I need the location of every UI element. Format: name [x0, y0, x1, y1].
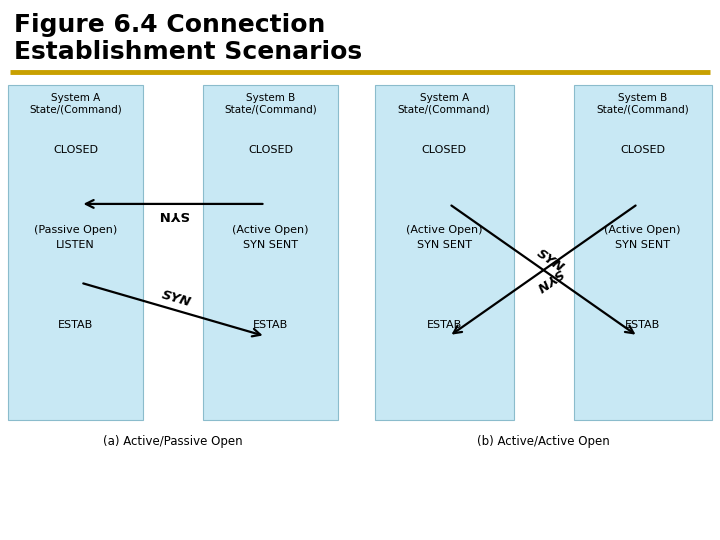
Text: State/(Command): State/(Command) — [224, 105, 317, 115]
Bar — [375, 85, 513, 420]
Text: (Active Open): (Active Open) — [605, 225, 681, 235]
Text: State/(Command): State/(Command) — [29, 105, 122, 115]
Text: (a) Active/Passive Open: (a) Active/Passive Open — [103, 435, 243, 448]
Text: SYN: SYN — [534, 265, 566, 293]
Text: System B: System B — [246, 93, 295, 103]
Bar — [8, 85, 143, 420]
Text: SYN SENT: SYN SENT — [243, 240, 298, 250]
Text: (Passive Open): (Passive Open) — [34, 225, 117, 235]
Text: Figure 6.4 Connection: Figure 6.4 Connection — [14, 13, 325, 37]
Text: State/(Command): State/(Command) — [596, 105, 689, 115]
Text: LISTEN: LISTEN — [56, 240, 95, 250]
Text: System B: System B — [618, 93, 667, 103]
Text: (Active Open): (Active Open) — [233, 225, 309, 235]
Text: SYN SENT: SYN SENT — [616, 240, 670, 250]
Text: SYN SENT: SYN SENT — [417, 240, 472, 250]
Bar — [574, 85, 712, 420]
Text: (Active Open): (Active Open) — [406, 225, 482, 235]
Text: ESTAB: ESTAB — [253, 320, 288, 330]
Text: System A: System A — [51, 93, 100, 103]
Text: State/(Command): State/(Command) — [398, 105, 490, 115]
Bar — [203, 85, 338, 420]
Text: System A: System A — [420, 93, 469, 103]
Text: Establishment Scenarios: Establishment Scenarios — [14, 40, 362, 64]
Text: CLOSED: CLOSED — [422, 145, 467, 155]
Text: SYN: SYN — [534, 247, 566, 275]
Text: ESTAB: ESTAB — [625, 320, 660, 330]
Text: ESTAB: ESTAB — [427, 320, 462, 330]
Text: SYN: SYN — [158, 208, 188, 221]
Text: CLOSED: CLOSED — [53, 145, 98, 155]
Text: (b) Active/Active Open: (b) Active/Active Open — [477, 435, 610, 448]
Text: CLOSED: CLOSED — [620, 145, 665, 155]
Text: ESTAB: ESTAB — [58, 320, 93, 330]
Text: CLOSED: CLOSED — [248, 145, 293, 155]
Text: SYN: SYN — [160, 288, 192, 309]
